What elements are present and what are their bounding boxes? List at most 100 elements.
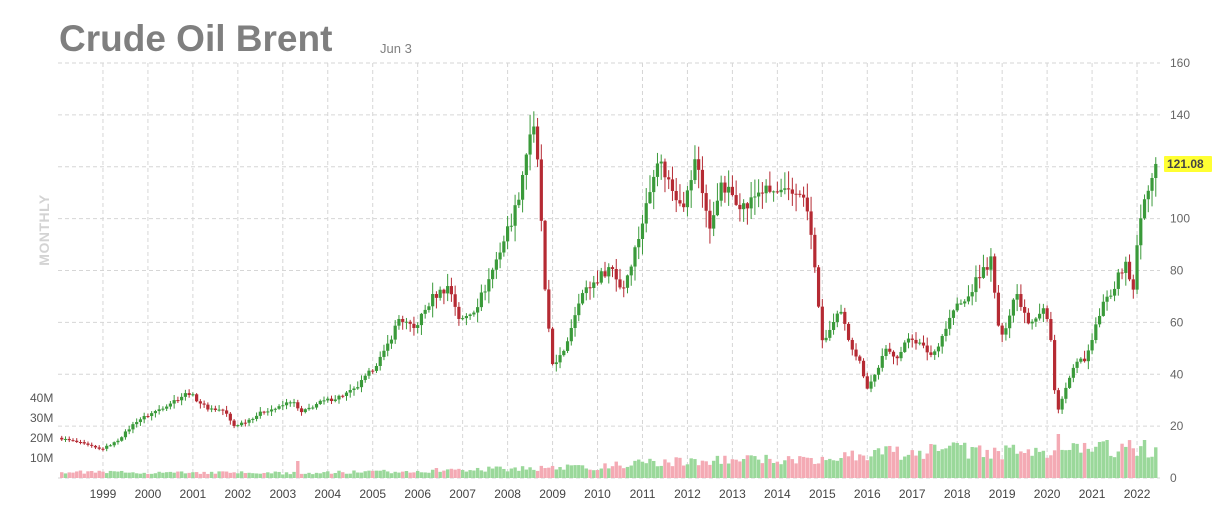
candle-body bbox=[138, 419, 143, 423]
volume-bar bbox=[1101, 441, 1106, 478]
candle-body bbox=[595, 282, 600, 284]
candle-body bbox=[745, 203, 749, 209]
volume-bar bbox=[112, 471, 116, 478]
volume-bar bbox=[318, 473, 322, 478]
volume-bar bbox=[329, 473, 334, 478]
candle-body bbox=[858, 356, 862, 361]
volume-bar bbox=[352, 470, 356, 478]
candle-body bbox=[127, 429, 131, 432]
volume-bar bbox=[404, 471, 409, 478]
candle-body bbox=[880, 355, 884, 368]
volume-bar bbox=[959, 445, 963, 478]
volume-bar bbox=[805, 457, 810, 478]
volume-bar bbox=[400, 471, 405, 478]
volume-bar bbox=[1142, 440, 1147, 478]
candle-body bbox=[239, 422, 244, 426]
x-tick-label: 2016 bbox=[854, 487, 881, 501]
candle-body bbox=[1004, 328, 1008, 335]
candle-body bbox=[888, 348, 892, 352]
volume-bar bbox=[63, 473, 68, 478]
candle-body bbox=[933, 351, 937, 355]
volume-bar bbox=[213, 473, 218, 478]
volume-bar bbox=[711, 460, 716, 478]
candle-body bbox=[359, 380, 364, 388]
candle-body bbox=[944, 328, 948, 336]
volume-bar bbox=[678, 457, 682, 478]
volume-bar bbox=[131, 472, 135, 478]
volume-tick-label: 20M bbox=[30, 431, 53, 445]
candle-body bbox=[899, 351, 903, 359]
volume-bar bbox=[753, 456, 757, 478]
volume-bar bbox=[569, 465, 573, 478]
candle-body bbox=[805, 197, 809, 212]
candle-body bbox=[284, 402, 289, 406]
volume-bar bbox=[831, 460, 836, 478]
volume-tick-label: 10M bbox=[30, 451, 53, 465]
volume-bar bbox=[974, 447, 978, 478]
candle-body bbox=[243, 422, 247, 424]
x-tick-label: 2017 bbox=[899, 487, 926, 501]
volume-bar bbox=[60, 472, 64, 478]
volume-bar bbox=[138, 473, 143, 478]
volume-bar bbox=[221, 471, 225, 478]
candle-body bbox=[258, 411, 262, 416]
volume-bar bbox=[1000, 459, 1004, 478]
candle-body bbox=[685, 190, 690, 208]
candle-body bbox=[734, 195, 738, 205]
volume-bar bbox=[1135, 455, 1139, 478]
volume-bar bbox=[700, 460, 705, 478]
volume-bar bbox=[992, 447, 997, 478]
candle-body bbox=[906, 338, 911, 343]
volume-bar bbox=[726, 463, 731, 478]
candle-body bbox=[60, 437, 64, 440]
candle-body bbox=[929, 352, 933, 355]
candle-body bbox=[607, 267, 611, 277]
x-tick-label: 2011 bbox=[630, 487, 656, 501]
volume-bar bbox=[659, 465, 663, 478]
volume-bar bbox=[460, 470, 465, 478]
x-tick-label: 2006 bbox=[404, 487, 431, 501]
candle-body bbox=[247, 419, 251, 423]
candle-body bbox=[195, 394, 199, 402]
y-tick-label: 80 bbox=[1170, 264, 1184, 278]
candle-body bbox=[434, 294, 439, 298]
volume-bar bbox=[996, 451, 1001, 478]
volume-bar bbox=[75, 471, 79, 478]
volume-bar bbox=[1075, 443, 1079, 478]
volume-bar bbox=[273, 471, 278, 478]
candle-body bbox=[1105, 296, 1109, 302]
x-tick-label: 2015 bbox=[809, 487, 836, 501]
volume-bar bbox=[1045, 457, 1049, 478]
volume-bar bbox=[67, 472, 71, 478]
volume-bar bbox=[101, 471, 105, 478]
volume-bar bbox=[865, 460, 869, 478]
candle-body bbox=[314, 404, 319, 408]
volume-bar bbox=[505, 471, 510, 478]
candle-body bbox=[562, 350, 566, 356]
candle-body bbox=[479, 292, 483, 308]
candle-body bbox=[303, 409, 307, 413]
candle-body bbox=[558, 355, 562, 363]
candle-body bbox=[580, 293, 585, 304]
volume-bar bbox=[809, 458, 813, 478]
volume-bar bbox=[543, 468, 547, 478]
volume-bar bbox=[1131, 448, 1135, 478]
volume-bar bbox=[595, 470, 600, 478]
volume-bar bbox=[775, 461, 780, 478]
candle-body bbox=[584, 287, 588, 294]
volume-bar bbox=[629, 465, 633, 478]
candle-body bbox=[891, 351, 896, 357]
candle-body bbox=[116, 440, 120, 443]
volume-bar bbox=[554, 469, 559, 478]
volume-bar bbox=[71, 472, 75, 478]
candle-body bbox=[1060, 398, 1064, 410]
y-tick-label: 20 bbox=[1170, 419, 1184, 433]
candle-body bbox=[299, 408, 304, 413]
volume-bar bbox=[933, 444, 937, 478]
volume-bar bbox=[326, 471, 330, 478]
candle-body bbox=[442, 289, 446, 294]
volume-bar bbox=[640, 461, 645, 478]
candle-body bbox=[363, 375, 367, 381]
candle-body bbox=[412, 323, 416, 328]
volume-bar bbox=[348, 473, 352, 478]
